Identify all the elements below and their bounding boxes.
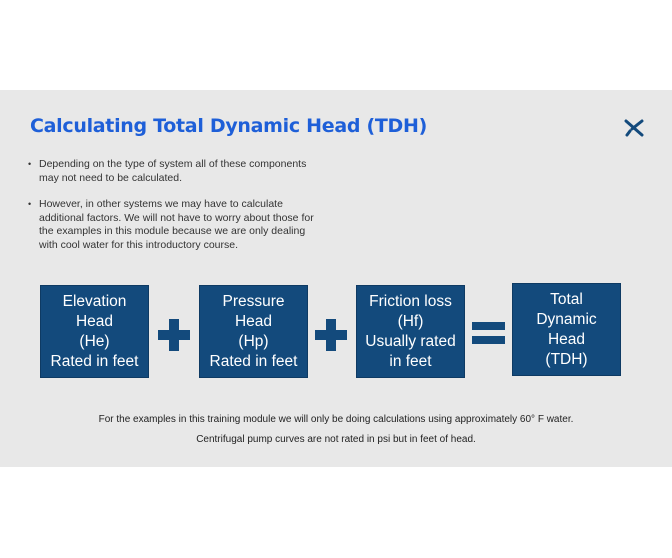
- bullet-item: Depending on the type of system all of t…: [28, 158, 318, 185]
- box-line: Elevation: [62, 292, 127, 310]
- elevation-head-box: Elevation Head (He) Rated in feet: [40, 285, 149, 378]
- note-water-temp: For the examples in this training module…: [98, 414, 574, 425]
- box-line: (TDH): [545, 350, 588, 368]
- box-line: (Hp): [238, 332, 269, 350]
- box-line: Friction loss: [369, 292, 452, 310]
- tdh-box: Total Dynamic Head (TDH): [512, 283, 621, 376]
- box-line: in feet: [389, 352, 432, 370]
- x-brand-logo-icon: [624, 119, 644, 137]
- slide: Calculating Total Dynamic Head (TDH) Dep…: [0, 90, 672, 467]
- box-line: Head: [547, 330, 586, 348]
- box-line: Total: [550, 290, 583, 308]
- box-line: Head: [234, 312, 273, 330]
- box-line: Rated in feet: [209, 352, 298, 370]
- plus-icon: [158, 319, 190, 351]
- box-line: Dynamic: [536, 310, 597, 328]
- box-line: Usually rated: [365, 332, 456, 350]
- equals-icon: [472, 322, 505, 346]
- box-line: (Hf): [397, 312, 424, 330]
- friction-loss-box: Friction loss (Hf) Usually rated in feet: [356, 285, 465, 378]
- slide-title: Calculating Total Dynamic Head (TDH): [30, 115, 427, 137]
- bullet-item: However, in other systems we may have to…: [28, 198, 318, 252]
- note-pump-curves: Centrifugal pump curves are not rated in…: [196, 434, 476, 445]
- bullet-list: Depending on the type of system all of t…: [28, 158, 318, 265]
- box-line: Pressure: [222, 292, 285, 310]
- pressure-head-box: Pressure Head (Hp) Rated in feet: [199, 285, 308, 378]
- box-line: Rated in feet: [50, 352, 139, 370]
- box-line: Head: [75, 312, 114, 330]
- plus-icon: [315, 319, 347, 351]
- box-line: (He): [79, 332, 110, 350]
